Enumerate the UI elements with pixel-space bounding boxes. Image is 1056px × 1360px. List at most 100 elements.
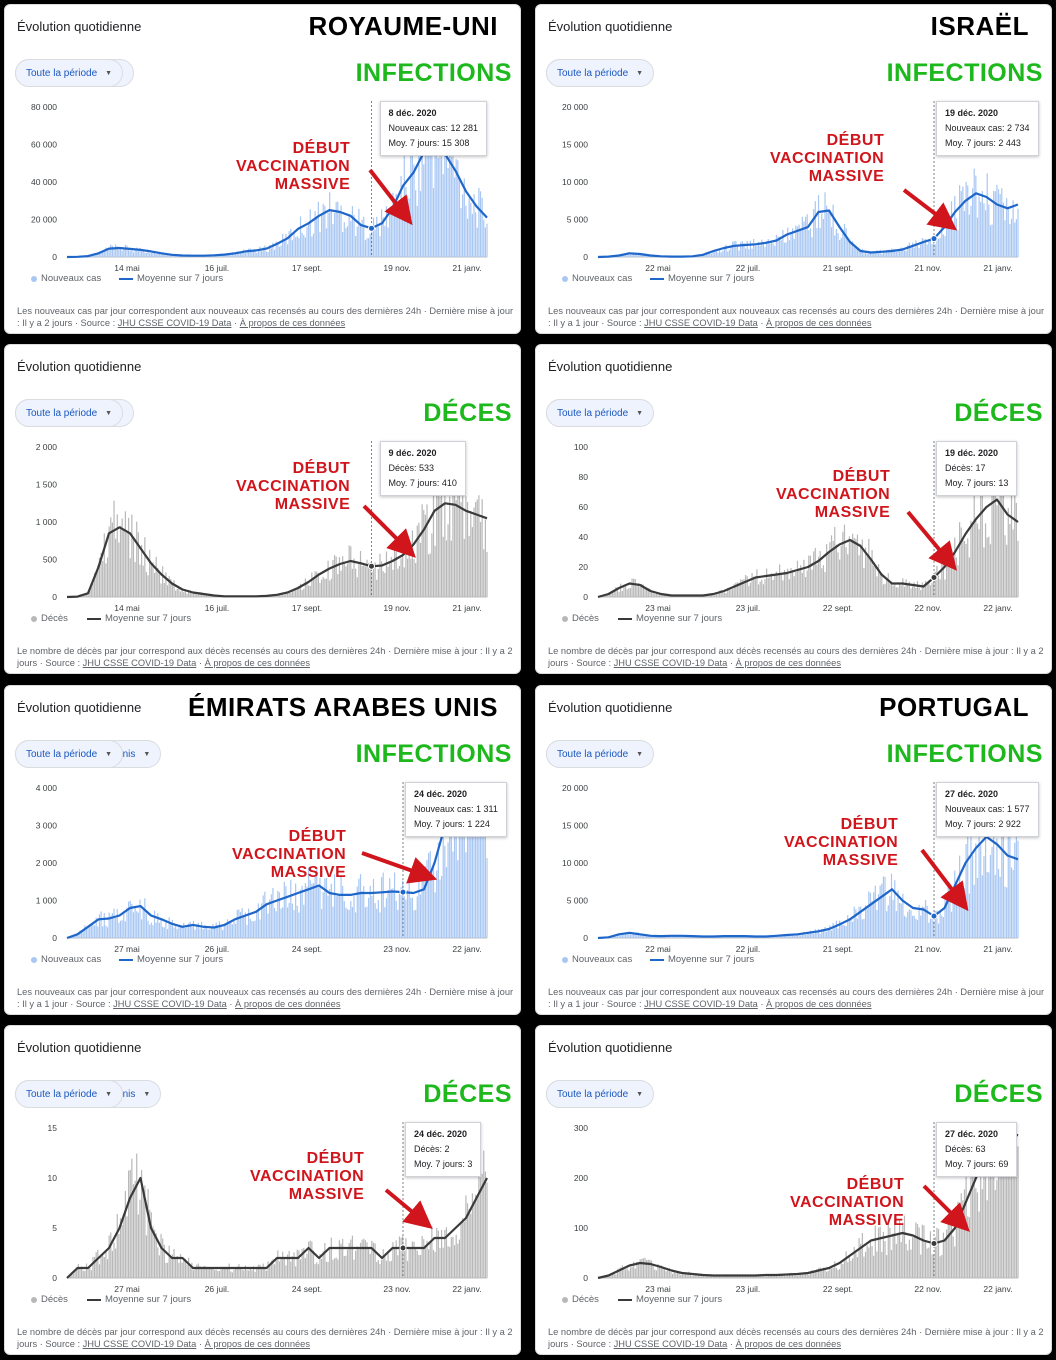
data-bar <box>722 590 724 597</box>
footer-source-link[interactable]: JHU CSSE COVID-19 Data <box>117 318 232 328</box>
data-bar <box>806 570 808 597</box>
data-bar <box>911 1237 914 1278</box>
annotation-line-vaccination: VACCINATION <box>784 834 899 851</box>
footer-about-link[interactable]: À propos de ces données <box>204 658 311 668</box>
tooltip-date-text: 8 déc. 2020 <box>388 108 437 118</box>
footer-source-link[interactable]: JHU CSSE COVID-19 Data <box>113 999 227 1009</box>
data-bar <box>639 254 641 257</box>
footer-about-link[interactable]: À propos de ces données <box>235 999 341 1009</box>
data-bar <box>400 558 402 597</box>
data-bar <box>869 559 872 597</box>
footer-separator: · <box>226 999 236 1009</box>
footer-about-link[interactable]: À propos de ces données <box>239 318 346 328</box>
data-bar <box>744 248 747 257</box>
data-bar <box>119 1218 122 1278</box>
data-bar <box>356 577 358 597</box>
data-bar <box>356 226 358 257</box>
period-dropdown[interactable]: Toute la période ▼ <box>546 1080 655 1108</box>
y-tick-label: 40 000 <box>31 177 57 187</box>
data-bar <box>633 1261 635 1278</box>
data-bar <box>882 1231 885 1278</box>
footer-source-link[interactable]: JHU CSSE COVID-19 Data <box>644 999 758 1009</box>
footer-about-link[interactable]: À propos de ces données <box>766 999 872 1009</box>
footer-about-link[interactable]: À propos de ces données <box>735 658 842 668</box>
data-bar <box>668 936 670 938</box>
data-bar <box>665 1271 667 1278</box>
period-dropdown[interactable]: Toute la période ▼ <box>546 59 655 87</box>
x-tick-label: 21 sept. <box>823 263 853 273</box>
period-dropdown[interactable]: Toute la période ▼ <box>15 1080 124 1108</box>
data-bar <box>449 1247 451 1278</box>
data-bar <box>707 1274 709 1278</box>
footer-about-link[interactable]: À propos de ces données <box>204 1339 311 1349</box>
data-bar <box>879 1226 881 1278</box>
tooltip-point <box>930 912 938 920</box>
period-dropdown[interactable]: Toute la période ▼ <box>15 59 124 87</box>
footer-source-link[interactable]: JHU CSSE COVID-19 Data <box>613 1339 728 1349</box>
data-tooltip: 19 déc. 2020 Nouveaux cas: 2 734 Moy. 7 jo… <box>936 101 1039 156</box>
data-bar <box>76 933 78 938</box>
annotation-line-debut: DÉBUT <box>306 1150 365 1167</box>
data-bar <box>355 568 357 597</box>
data-bar <box>471 809 474 938</box>
footer-about-link[interactable]: À propos de ces données <box>766 318 872 328</box>
data-bar <box>118 1233 120 1278</box>
data-bar <box>634 579 636 597</box>
data-bar <box>466 502 469 597</box>
x-tick-label: 22 janv. <box>452 944 481 954</box>
data-bar <box>611 592 614 597</box>
data-bar <box>720 936 722 938</box>
data-bar <box>928 922 930 938</box>
data-bar <box>226 919 229 938</box>
data-bar <box>942 1232 945 1278</box>
chevron-down-icon: ▼ <box>636 1090 644 1098</box>
data-bar <box>991 224 993 257</box>
footer-separator: · <box>231 318 240 328</box>
data-bar <box>209 1267 211 1278</box>
data-bar <box>132 252 135 257</box>
period-dropdown-label: Toute la période <box>26 748 98 760</box>
footer-source-link[interactable]: JHU CSSE COVID-19 Data <box>644 318 758 328</box>
data-bar <box>626 932 628 938</box>
data-bar <box>192 1270 195 1278</box>
data-bar <box>419 542 422 597</box>
data-bar <box>840 922 842 938</box>
data-bar <box>98 251 101 257</box>
data-bar <box>877 894 880 938</box>
data-bar <box>740 242 742 257</box>
data-bar <box>762 584 765 597</box>
data-bar <box>366 559 368 597</box>
data-bar <box>419 1254 422 1278</box>
data-bar <box>275 911 277 938</box>
period-dropdown[interactable]: Toute la période ▼ <box>546 740 655 768</box>
period-dropdown[interactable]: Toute la période ▼ <box>546 399 655 427</box>
annotation-line-debut: DÉBUT <box>826 132 885 149</box>
data-bar <box>134 905 136 938</box>
data-bar <box>196 1264 198 1278</box>
data-bar <box>398 565 401 597</box>
footer-about-link[interactable]: À propos de ces données <box>735 1339 842 1349</box>
data-bar <box>1007 508 1009 597</box>
data-bar <box>863 568 865 597</box>
footer-source-link[interactable]: JHU CSSE COVID-19 Data <box>82 1339 197 1349</box>
annotation-line-vaccination: VACCINATION <box>232 846 347 863</box>
data-bar <box>1004 1128 1006 1278</box>
data-bar <box>858 906 860 938</box>
data-bar <box>811 1270 813 1278</box>
data-bar <box>671 936 674 938</box>
data-bar <box>723 1276 726 1278</box>
footer-source-link[interactable]: JHU CSSE COVID-19 Data <box>82 658 197 668</box>
data-bar <box>175 1259 177 1278</box>
period-dropdown[interactable]: Toute la période ▼ <box>15 740 124 768</box>
y-tick-label: 5 000 <box>567 896 589 906</box>
data-bar <box>93 254 96 257</box>
data-bar <box>816 932 818 938</box>
footer-note: Les nouveaux cas par jour correspondent … <box>548 986 1046 1010</box>
data-bar <box>877 1227 880 1278</box>
data-bar <box>478 798 480 938</box>
footer-source-link[interactable]: JHU CSSE COVID-19 Data <box>613 658 728 668</box>
period-dropdown[interactable]: Toute la période ▼ <box>15 399 124 427</box>
data-bar <box>903 1215 906 1278</box>
data-bar <box>481 197 483 257</box>
